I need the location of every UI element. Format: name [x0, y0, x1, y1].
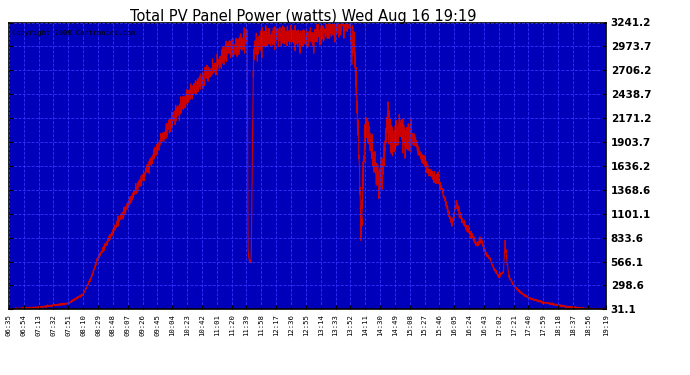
Text: Copyright 2008 Cartronics.com: Copyright 2008 Cartronics.com	[12, 30, 135, 36]
Text: Total PV Panel Power (watts) Wed Aug 16 19:19: Total PV Panel Power (watts) Wed Aug 16 …	[130, 9, 477, 24]
